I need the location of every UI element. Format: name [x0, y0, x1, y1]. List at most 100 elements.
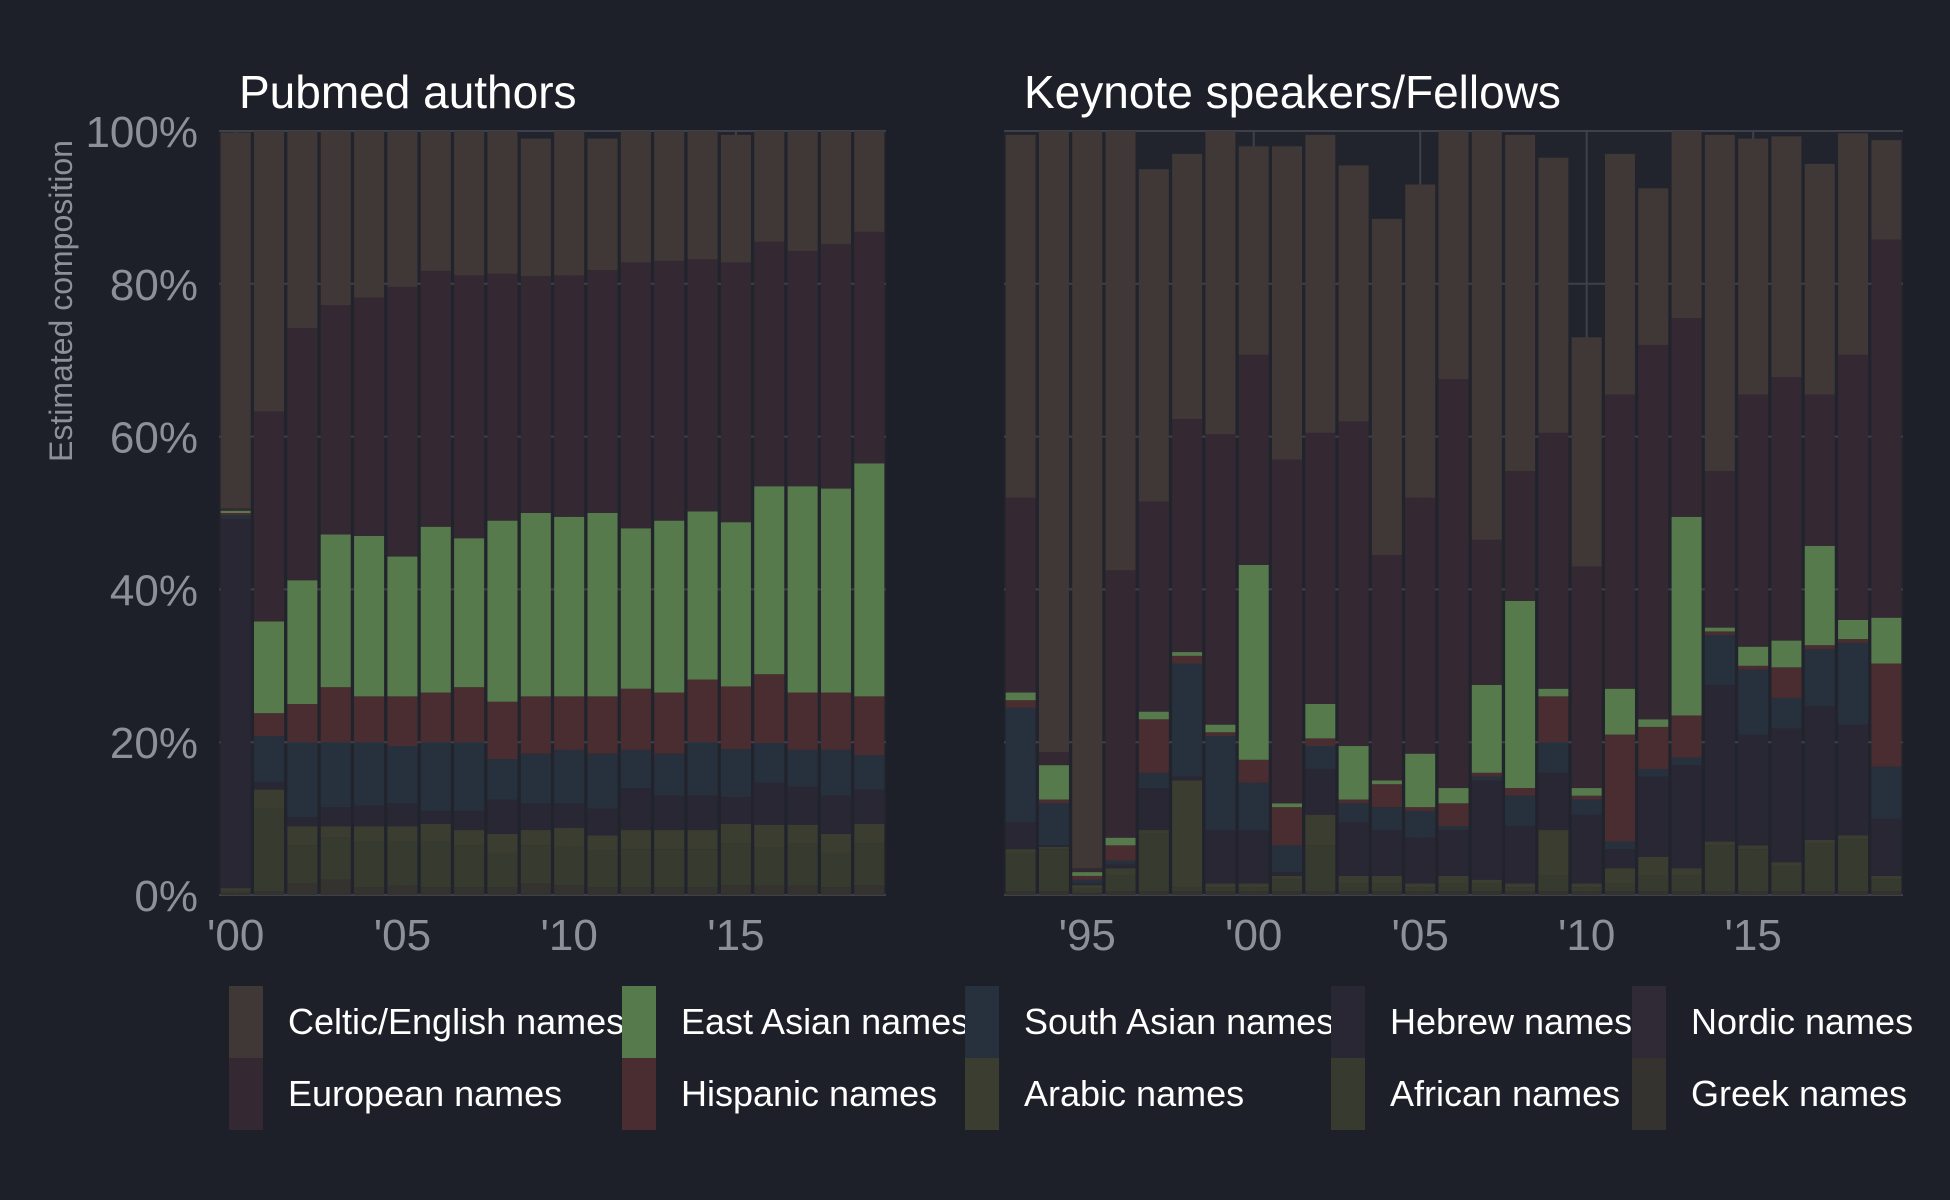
bar-segment-greek-names-2012 [1638, 891, 1669, 895]
bar-segment-hispanic-names-2011 [1604, 734, 1635, 842]
bar-segment-celtic-english-names-2000 [1238, 146, 1269, 355]
legend-label: European names [288, 1073, 562, 1114]
bar-segment-east-asian-names-2019 [1871, 617, 1902, 664]
bar-segment-hebrew-names-2017 [1804, 706, 1835, 840]
bar-segment-celtic-english-names-2012 [620, 131, 651, 263]
bar-segment-hebrew-names-2006 [420, 810, 451, 824]
bar-segment-hispanic-names-2016 [754, 674, 785, 743]
bar-segment-east-asian-names-1993 [1005, 692, 1036, 701]
bar-segment-arabic-names-2018 [820, 833, 851, 853]
bar-segment-african-names-2001 [1272, 879, 1303, 892]
bar-segment-east-asian-names-2014 [1704, 627, 1735, 632]
bar-segment-east-asian-names-2005 [387, 556, 418, 697]
bar-segment-greek-names-1993 [1005, 891, 1036, 895]
bar-segment-european-names-2003 [1338, 421, 1369, 747]
bar-segment-hispanic-names-1993 [1005, 700, 1036, 708]
bar-segment-hispanic-names-2014 [1704, 631, 1735, 636]
bar-segment-arabic-names-2007 [454, 830, 485, 846]
bar-segment-arabic-names-1994 [1038, 846, 1069, 850]
bar-segment-african-names-2002 [287, 845, 318, 884]
bar-segment-celtic-english-names-2014 [687, 131, 718, 260]
bar-segment-greek-names-2019 [1871, 891, 1902, 895]
bar-segment-east-asian-names-1996 [1105, 837, 1136, 846]
bar-segment-celtic-english-names-2019 [1871, 140, 1902, 240]
bar-segment-european-names-2014 [1704, 470, 1735, 628]
bar-segment-south-asian-names-2013 [654, 753, 685, 796]
bar-segment-greek-names-2016 [1771, 891, 1802, 895]
bar-segment-east-asian-names-1994 [1038, 765, 1069, 800]
bar-segment-arabic-names-2010 [1571, 883, 1602, 888]
bar-segment-east-asian-names-2015 [720, 522, 751, 687]
bar-segment-south-asian-names-1999 [1205, 736, 1236, 831]
bar-segment-hispanic-names-2002 [1305, 738, 1336, 747]
bar-segment-greek-names-2011 [1604, 891, 1635, 895]
bar-segment-hispanic-names-2012 [1638, 726, 1669, 769]
bar-segment-celtic-english-names-2001 [254, 131, 285, 412]
bar-segment-south-asian-names-2003 [320, 742, 351, 808]
bar-segment-european-names-2018 [820, 244, 851, 489]
bar-segment-african-names-1995 [1072, 888, 1103, 893]
bar-segment-east-asian-names-2003 [320, 534, 351, 688]
bar-segment-south-asian-names-2002 [287, 742, 318, 818]
bar-segment-greek-names-2007 [454, 887, 485, 895]
bar-segment-south-asian-names-2002 [1305, 746, 1336, 769]
bar-segment-european-names-2013 [1671, 318, 1702, 517]
bar-segment-african-names-1997 [1138, 833, 1169, 892]
bar-segment-african-names-2016 [754, 847, 785, 886]
bar-segment-hebrew-names-2005 [387, 803, 418, 827]
bar-segment-european-names-2008 [487, 273, 518, 521]
x-tick-label: '15 [707, 911, 764, 960]
bar-segment-arabic-names-2002 [1305, 814, 1336, 846]
bar-segment-celtic-english-names-2014 [1704, 134, 1735, 471]
bar-segment-arabic-names-2012 [1638, 856, 1669, 876]
bar-segment-celtic-english-names-2002 [1305, 134, 1336, 433]
bar-segment-celtic-english-names-2017 [1804, 163, 1835, 395]
bar-segment-arabic-names-2003 [320, 826, 351, 838]
bar-segment-east-asian-names-2014 [687, 511, 718, 680]
bar-segment-arabic-names-1996 [1105, 868, 1136, 876]
bar-segment-arabic-names-2009 [1538, 830, 1569, 876]
panels: Pubmed authors 0% 20% 40% 60% 80% 100% '00 '05 '1… [85, 66, 1903, 960]
bar-segment-hispanic-names-2008 [487, 701, 518, 760]
bar-segment-hebrew-names-1998 [1172, 776, 1203, 781]
bar-segment-african-names-2012 [620, 849, 651, 888]
bar-segment-east-asian-names-2012 [1638, 719, 1669, 727]
bar-segment-hebrew-names-2004 [354, 805, 385, 827]
legend-item-south-asian-names: South Asian names [965, 986, 1334, 1058]
bar-segment-hebrew-names-2015 [720, 797, 751, 824]
bar-segment-celtic-english-names-2004 [354, 131, 385, 298]
bar-segment-east-asian-names-2003 [1338, 746, 1369, 800]
bar-segment-european-names-2006 [420, 270, 451, 527]
bar-segment-hebrew-names-2006 [1438, 830, 1469, 876]
bar-segment-arabic-names-1997 [1138, 830, 1169, 834]
bar-segment-celtic-english-names-2012 [1638, 188, 1669, 345]
bar-segment-south-asian-names-1998 [1172, 663, 1203, 777]
bar-segment-hebrew-names-2018 [1838, 724, 1869, 836]
bar-segment-hebrew-names-2001 [254, 781, 285, 790]
bar-segment-south-asian-names-2014 [687, 742, 718, 796]
bar-segment-african-names-2011 [587, 850, 618, 888]
bar-segment-arabic-names-1999 [1205, 883, 1236, 888]
bar-segment-south-asian-names-2018 [1838, 642, 1869, 725]
bar-segment-south-asian-names-2016 [754, 742, 785, 783]
bar-segment-arabic-names-2001 [254, 789, 285, 809]
bar-segment-european-names-2000 [1238, 354, 1269, 565]
bar-segment-east-asian-names-2009 [520, 513, 551, 697]
bar-segment-east-asian-names-2012 [620, 528, 651, 689]
bar-segment-south-asian-names-2000 [220, 515, 251, 520]
bar-segment-hispanic-names-2009 [520, 696, 551, 754]
bar-segment-east-asian-names-2000 [220, 510, 251, 513]
bar-segment-hispanic-names-2005 [1405, 807, 1436, 811]
bar-segment-south-asian-names-2011 [587, 753, 618, 809]
bar-segment-european-names-2005 [1405, 497, 1436, 754]
bar-segment-south-asian-names-2009 [520, 753, 551, 804]
bar-segment-european-names-2009 [520, 276, 551, 513]
bar-segment-celtic-english-names-1996 [1105, 131, 1136, 571]
bar-segment-celtic-english-names-2008 [1505, 134, 1536, 471]
bar-segment-african-names-2007 [1471, 883, 1502, 892]
bar-segment-hispanic-names-2007 [1471, 772, 1502, 777]
bar-segment-celtic-english-names-2007 [1471, 131, 1502, 540]
bar-segment-greek-names-2015 [720, 885, 751, 895]
bar-segment-african-names-2017 [1804, 843, 1835, 892]
